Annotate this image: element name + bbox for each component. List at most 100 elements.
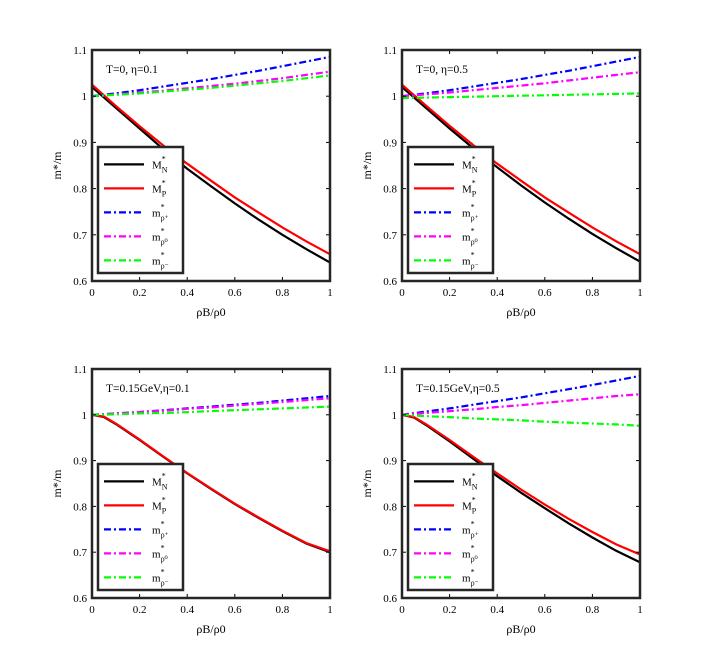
legend-box: [96, 145, 185, 275]
x-tick-label: 0.6: [228, 604, 242, 616]
x-tick-label: 0: [399, 604, 405, 616]
legend-entry-3: m* ρ⁺: [462, 202, 479, 222]
x-tick-label: 1: [327, 604, 333, 616]
x-tick-label: 0.8: [586, 604, 600, 616]
y-tick-label: 0.8: [73, 184, 87, 196]
y-axis-label: m*/m: [50, 469, 64, 498]
legend-entry-5: m* ρ⁻: [462, 250, 479, 270]
legend-entry-1: M* N: [462, 154, 478, 174]
legend-entry-2: M* P: [152, 178, 167, 198]
y-tick-label: 0.7: [383, 230, 397, 242]
legend-entry-4: m* ρ⁰: [462, 543, 478, 563]
x-axis-label: ρB/ρ0: [506, 305, 535, 319]
series-line-2: [92, 83, 330, 256]
x-tick-label: 0: [89, 604, 95, 616]
y-axis-label: m*/m: [50, 151, 64, 180]
y-tick-label: 1: [82, 410, 88, 422]
y-tick-label: 0.7: [383, 547, 397, 559]
legend-entry-5: m* ρ⁻: [152, 567, 169, 587]
chart-panel-2: 0 0.2 0.4 0.6 0.8 1 0.6 0.7 0.8 0.9 1 1.1 ρB/ρ0 m*/m T…: [360, 45, 643, 319]
x-tick-label: 0: [399, 287, 405, 299]
series-line-4: [92, 397, 330, 416]
series-line-3: [402, 55, 640, 98]
x-axis-label: ρB/ρ0: [506, 622, 535, 636]
series-line-4: [402, 71, 640, 98]
x-tick-label: 0.4: [180, 287, 194, 299]
y-tick-label: 1: [82, 91, 88, 103]
legend-entry-2: M* P: [462, 495, 477, 515]
y-tick-label: 0.9: [383, 137, 397, 149]
series-line-5: [402, 413, 640, 427]
series-line-2: [402, 83, 640, 256]
x-tick-label: 1: [637, 287, 643, 299]
legend-entry-5: m* ρ⁻: [152, 250, 169, 270]
x-tick-label: 0.4: [180, 604, 194, 616]
legend-box: [96, 462, 185, 592]
chart-panel-1: 0 0.2 0.4 0.6 0.8 1 0.6 0.7 0.8 0.9 1 1.1 ρB/ρ0 m*/m T…: [50, 45, 333, 319]
axes-frame: [90, 367, 332, 600]
legend-box: [406, 145, 495, 275]
y-tick-label: 0.6: [383, 276, 397, 288]
x-tick-label: 0.4: [490, 604, 504, 616]
y-tick-label: 0.7: [73, 230, 87, 242]
chart-panel-3: 0 0.2 0.4 0.6 0.8 1 0.6 0.7 0.8 0.9 1 1.1 ρB/ρ0 m*/m T…: [50, 364, 333, 636]
series-line-4: [402, 393, 640, 416]
series-line-1: [92, 86, 330, 264]
legend-entry-3: m* ρ⁺: [152, 519, 169, 539]
legend-box: [406, 462, 495, 592]
y-tick-label: 1.1: [383, 364, 397, 376]
series-line-3: [92, 55, 330, 98]
panel-annotation: T=0, η=0.1: [106, 64, 158, 76]
series-line-3: [92, 394, 330, 416]
y-tick-label: 1.1: [73, 45, 87, 57]
series-line-2: [402, 413, 640, 556]
legend: M* N M* P m* ρ⁺ m* ρ⁰ m* ρ⁻: [96, 462, 185, 592]
x-tick-label: 1: [327, 287, 333, 299]
x-tick-label: 0.6: [538, 287, 552, 299]
x-tick-label: 0: [89, 287, 95, 299]
y-tick-label: 0.9: [73, 456, 87, 468]
panel-annotation: T=0.15GeV,η=0.1: [106, 383, 190, 395]
legend-entry-4: m* ρ⁰: [152, 543, 168, 563]
series-line-1: [402, 86, 640, 263]
chart-panel-4: 0 0.2 0.4 0.6 0.8 1 0.6 0.7 0.8 0.9 1 1.1 ρB/ρ0 m*/m T…: [360, 364, 643, 636]
y-tick-label: 0.9: [73, 137, 87, 149]
y-tick-label: 0.6: [383, 593, 397, 605]
x-tick-label: 0.2: [443, 287, 457, 299]
panel-annotation: T=0.15GeV,η=0.5: [416, 383, 500, 395]
y-tick-label: 1: [392, 91, 398, 103]
legend-entry-5: m* ρ⁻: [462, 567, 479, 587]
x-tick-label: 0.2: [443, 604, 457, 616]
y-tick-label: 0.7: [73, 547, 87, 559]
x-tick-label: 0.8: [276, 604, 290, 616]
y-tick-label: 0.8: [73, 501, 87, 513]
y-axis-label: m*/m: [360, 469, 374, 498]
legend: M* N M* P m* ρ⁺ m* ρ⁰ m* ρ⁻: [406, 145, 495, 275]
axes-frame: [90, 48, 332, 283]
x-tick-label: 0.2: [133, 287, 147, 299]
legend-entry-1: M* N: [152, 154, 168, 174]
axes-frame: [400, 48, 642, 283]
legend: M* N M* P m* ρ⁺ m* ρ⁰ m* ρ⁻: [406, 462, 495, 592]
legend-entry-1: M* N: [152, 471, 168, 491]
series-line-5: [92, 74, 330, 98]
series-line-2: [92, 413, 330, 553]
y-axis-label: m*/m: [360, 151, 374, 180]
y-tick-label: 1.1: [383, 45, 397, 57]
legend-entry-2: M* P: [152, 495, 167, 515]
x-tick-label: 0.8: [276, 287, 290, 299]
y-tick-label: 1: [392, 410, 398, 422]
x-tick-label: 1: [637, 604, 643, 616]
series-line-3: [402, 374, 640, 416]
y-tick-label: 0.8: [383, 501, 397, 513]
y-tick-label: 0.8: [383, 184, 397, 196]
series-line-4: [92, 70, 330, 98]
x-tick-label: 0.6: [538, 604, 552, 616]
series-line-5: [402, 92, 640, 100]
legend-entry-3: m* ρ⁺: [462, 519, 479, 539]
y-tick-label: 1.1: [73, 364, 87, 376]
y-tick-label: 0.6: [73, 593, 87, 605]
legend-entry-4: m* ρ⁰: [152, 226, 168, 246]
legend-entry-2: M* P: [462, 178, 477, 198]
